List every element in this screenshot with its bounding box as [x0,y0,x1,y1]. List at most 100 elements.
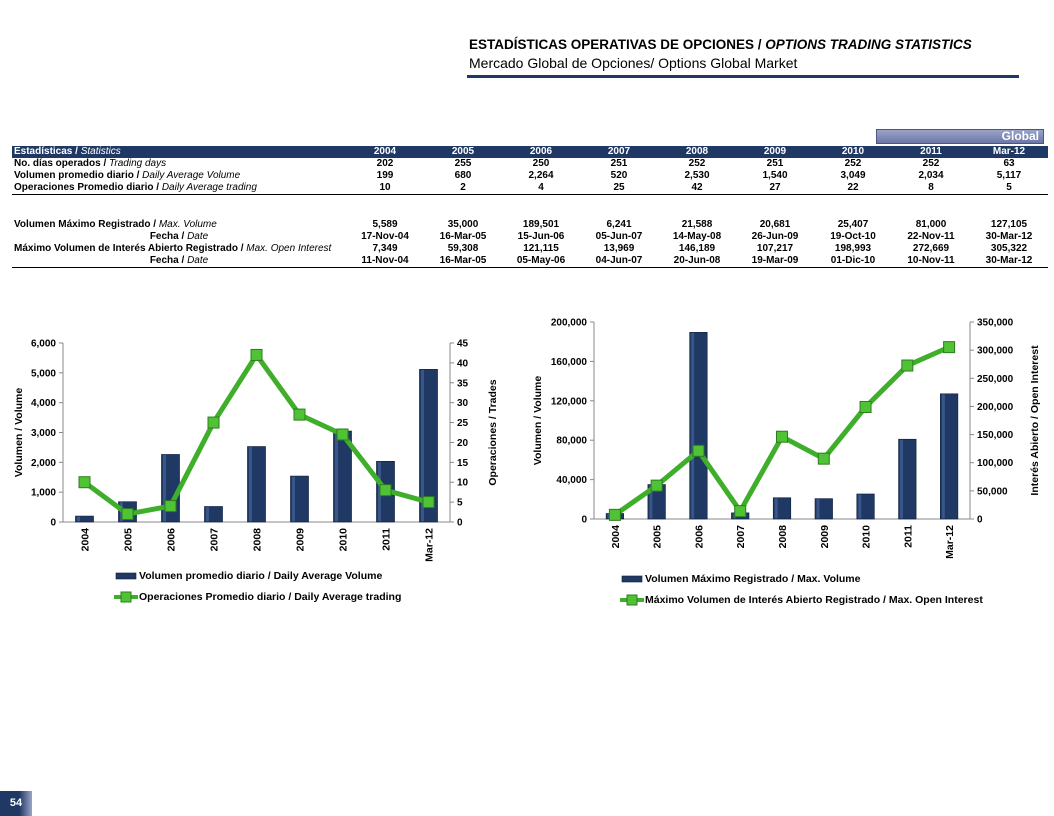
line-marker [293,408,306,421]
x-tick-label: 2010 [338,528,350,552]
y-tick-label: 0 [581,515,587,526]
x-tick-label: 2008 [777,525,789,549]
table-cell: 1,540 [762,170,788,181]
y-tick-label: 0 [50,518,56,529]
y2-axis-title: Operaciones / Trades [487,379,499,485]
table-cell: 198,993 [834,243,872,254]
table-row: Máximo Volumen de Interés Abierto Regist… [12,243,1048,255]
line-marker [164,500,177,513]
y-tick-label: 2,000 [31,458,56,469]
table-cell: 20,681 [759,219,791,230]
table-cell: 35,000 [447,219,479,230]
spacer-row [12,207,1048,219]
x-tick-label: 2004 [610,525,622,549]
table-cell: 05-Jun-07 [595,231,643,242]
chart-daily-volume-svg: 0 1,000 2,000 3,000 4,000 5,000 6,000 0 5 10 15 20 2… [13,339,499,604]
bar [419,369,438,523]
legend-bar-swatch [621,575,643,583]
table-cell: 04-Jun-07 [580,255,658,268]
row-label-es: No. días operados / [14,158,110,169]
table-cell: 22-Nov-11 [907,231,955,242]
y2-tick-label: 45 [457,339,469,350]
table-cell: 15-Jun-06 [517,231,565,242]
table-cell: 199 [376,170,394,181]
table-cell: 2,530 [684,170,710,181]
table-cell: 252 [688,158,706,169]
table-cell: 2005 [424,146,502,158]
bar-highlight [774,498,778,519]
bar-highlight [900,439,904,519]
page-title: ESTADÍSTICAS OPERATIVAS DE OPCIONES / OP… [469,37,972,52]
line-marker [859,400,872,413]
line-marker [608,508,621,521]
table-cell: 16-Mar-05 [439,231,487,242]
table-cell: 63 [1003,158,1015,169]
y-tick-label: 120,000 [551,396,588,407]
bar-highlight [377,461,381,522]
line-marker [121,508,134,521]
x-tick-label: Mar-12 [424,528,436,562]
row-label: Fecha / Date [12,231,346,243]
legend-line-marker [120,591,132,603]
row-label-en: Statistics [80,146,121,157]
table-cell: 107,217 [756,243,794,254]
line-marker [650,479,663,492]
table-cell: 2010 [814,146,892,158]
x-tick-label: 2011 [381,528,393,551]
bar-highlight [334,431,338,522]
y2-tick-label: 15 [457,458,469,469]
table-cell: 127,105 [990,219,1028,230]
table-header-row: Estadísticas / Statistics 2004 2005 2006 200… [12,146,1048,158]
x-tick-label: 2007 [209,528,221,552]
table-cell: 4 [502,182,580,195]
statistics-table: Estadísticas / Statistics 2004 2005 2006 200… [12,146,1048,268]
table-cell: 7,349 [372,243,398,254]
y2-tick-label: 0 [457,518,463,529]
y2-tick-label: 50,000 [977,486,1008,497]
table-cell: 189,501 [522,219,560,230]
line-marker [692,444,705,457]
table-cell: 20-Jun-08 [658,255,736,268]
x-tick-label: 2010 [861,525,873,549]
bar [247,446,266,523]
x-tick-label: 2008 [252,528,264,552]
row-label-en: Date [187,231,209,242]
row-label-en: Max. Open Interest [246,243,332,254]
row-label-en: Trading days [109,158,167,169]
table-row: No. días operados / Trading days 202 255 25… [12,158,1048,170]
table-cell: 13,969 [603,243,635,254]
y2-tick-label: 40 [457,358,469,369]
table-row: Fecha / Date 17-Nov-04 16-Mar-05 15-Jun-06 0… [12,231,1048,243]
chart-max-volume-svg: 0 40,000 80,000 120,000 160,000 200,000 0 50,00… [532,318,1041,607]
table-cell: 25,407 [837,219,869,230]
bar [75,515,94,523]
table-cell: 59,308 [447,243,479,254]
table-cell: Mar-12 [970,146,1048,158]
x-tick-label: 2011 [902,525,914,548]
row-label: No. días operados / Trading days [12,158,346,170]
table-cell: 11-Nov-04 [346,255,424,268]
row-label-es: Estadísticas / [14,146,81,157]
y-tick-label: 4,000 [31,398,56,409]
y-tick-label: 200,000 [551,318,588,329]
table-cell: 26-Jun-09 [751,231,799,242]
table-cell: 8 [892,182,970,195]
bar-highlight [205,506,209,522]
line-marker [901,359,914,372]
table-cell: 272,669 [912,243,950,254]
row-label-es: Fecha / [149,255,188,266]
legend-label-line: Máximo Volumen de Interés Abierto Regist… [645,594,983,606]
bar-highlight [420,369,424,522]
table-cell: 10-Nov-11 [892,255,970,268]
table-cell: 680 [454,170,472,181]
table-cell: 520 [610,170,628,181]
global-tab: Global [876,129,1044,144]
bar [204,506,223,523]
y-tick-label: 5,000 [31,368,56,379]
header-rule [467,75,1019,78]
row-label: Máximo Volumen de Interés Abierto Regist… [12,243,346,255]
table-row: Volumen Máximo Registrado / Max. Volume 5… [12,219,1048,231]
chart-daily-volume: 0 1,000 2,000 3,000 4,000 5,000 6,000 0 5 10 15 20 2… [10,318,510,623]
row-label-es: Fecha / [149,231,188,242]
table-cell: 17-Nov-04 [361,231,409,242]
